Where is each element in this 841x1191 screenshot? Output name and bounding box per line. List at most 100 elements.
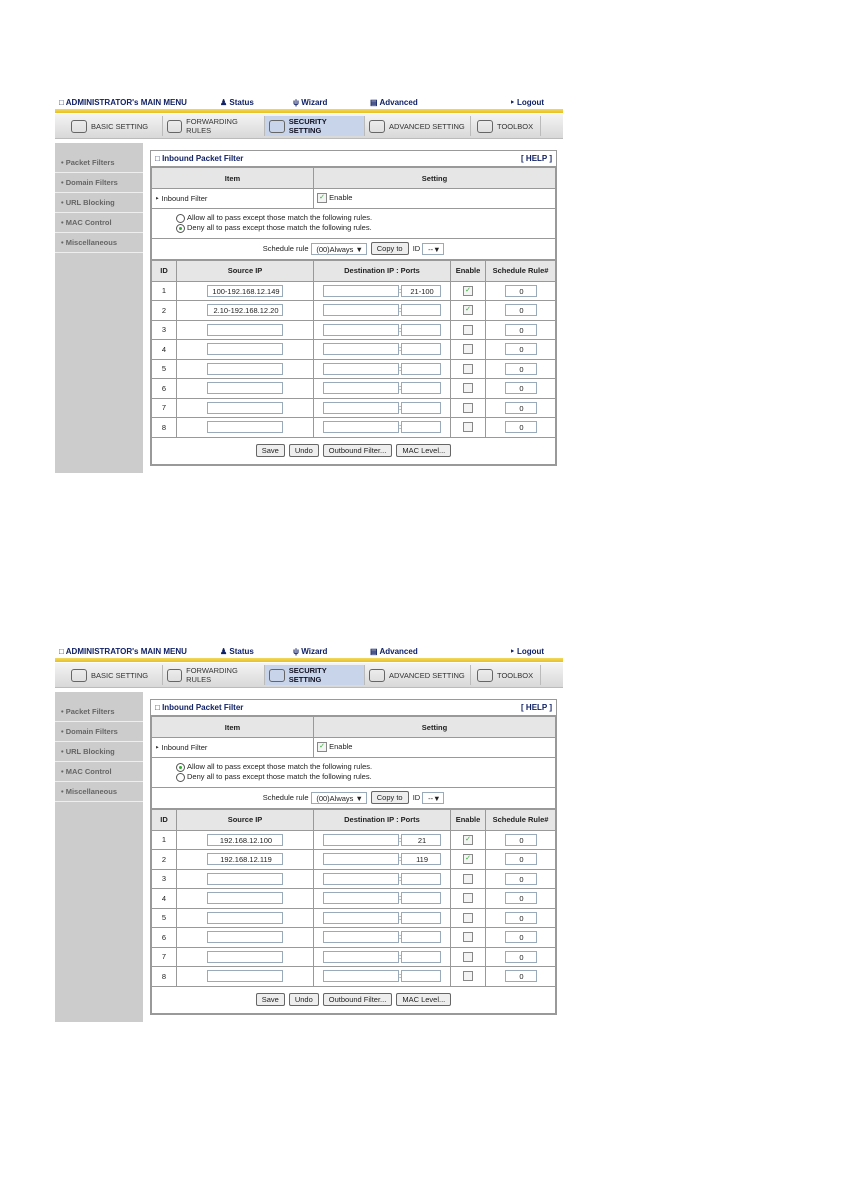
logout-link[interactable]: ‣ Logout <box>510 646 545 656</box>
schedule-rule-input[interactable]: 0 <box>504 892 537 905</box>
advanced-link[interactable]: ▤ Advanced <box>370 646 418 656</box>
tab-basic-setting[interactable]: BASIC SETTING <box>67 665 163 685</box>
destination-ip-input[interactable] <box>322 362 399 375</box>
tab-toolbox[interactable]: TOOLBOX <box>473 665 541 685</box>
source-ip-input[interactable] <box>207 421 283 434</box>
port-input[interactable] <box>401 970 442 983</box>
source-ip-input[interactable]: 192.168.12.119 <box>207 853 283 866</box>
copy-to-button[interactable]: Copy to <box>370 241 409 255</box>
port-input[interactable] <box>401 362 442 375</box>
destination-ip-input[interactable] <box>322 382 399 395</box>
enable-checkbox[interactable]: ✓ <box>463 305 473 316</box>
destination-ip-input[interactable] <box>322 284 399 297</box>
source-ip-input[interactable] <box>207 911 283 924</box>
enable-checkbox[interactable] <box>463 893 473 904</box>
destination-ip-input[interactable] <box>322 421 399 434</box>
port-input[interactable]: 21 <box>401 833 442 846</box>
deny-radio[interactable] <box>176 223 185 233</box>
tab-toolbox[interactable]: TOOLBOX <box>473 116 541 136</box>
schedule-rule-input[interactable]: 0 <box>504 343 537 356</box>
destination-ip-input[interactable] <box>322 931 399 944</box>
destination-ip-input[interactable] <box>322 323 399 336</box>
enable-checkbox[interactable] <box>463 324 473 335</box>
port-input[interactable] <box>401 911 442 924</box>
tab-forwarding-rules[interactable]: FORWARDING RULES <box>163 116 265 136</box>
source-ip-input[interactable] <box>207 362 283 375</box>
wizard-link[interactable]: ψ Wizard <box>293 646 328 656</box>
advanced-link[interactable]: ▤ Advanced <box>370 97 418 107</box>
sidebar-item[interactable]: • Packet Filters <box>55 702 143 722</box>
sidebar-item[interactable]: • Miscellaneous <box>55 782 143 802</box>
source-ip-input[interactable] <box>207 323 283 336</box>
tab-advanced-setting[interactable]: ADVANCED SETTING <box>365 116 471 136</box>
sidebar-item[interactable]: • Miscellaneous <box>55 233 143 253</box>
source-ip-input[interactable] <box>207 343 283 356</box>
destination-ip-input[interactable] <box>322 401 399 414</box>
allow-radio[interactable] <box>176 214 185 223</box>
sidebar-item[interactable]: • URL Blocking <box>55 193 143 213</box>
mac-level-button[interactable]: MAC Level... <box>396 993 452 1006</box>
schedule-rule-input[interactable]: 0 <box>504 304 537 317</box>
source-ip-input[interactable] <box>207 401 283 414</box>
schedule-rule-input[interactable]: 0 <box>504 950 537 963</box>
source-ip-input[interactable]: 100-192.168.12.149 <box>207 284 283 297</box>
enable-checkbox[interactable]: ✓ <box>463 834 473 845</box>
destination-ip-input[interactable] <box>322 892 399 905</box>
deny-radio-option[interactable]: Deny all to pass except those match the … <box>176 223 552 233</box>
destination-ip-input[interactable] <box>322 853 399 866</box>
id-select[interactable]: --▼ <box>422 243 445 255</box>
schedule-select[interactable]: (00)Always ▼ <box>310 792 367 804</box>
source-ip-input[interactable] <box>207 382 283 395</box>
port-input[interactable] <box>401 323 442 336</box>
destination-ip-input[interactable] <box>322 304 399 317</box>
wizard-link[interactable]: ψ Wizard <box>293 97 328 107</box>
mac-level-button[interactable]: MAC Level... <box>396 444 452 457</box>
tab-security-setting[interactable]: SECURITY SETTING <box>265 665 365 685</box>
schedule-rule-input[interactable]: 0 <box>504 970 537 983</box>
sidebar-item[interactable]: • Domain Filters <box>55 722 143 742</box>
source-ip-input[interactable] <box>207 872 283 885</box>
deny-radio[interactable] <box>176 772 185 782</box>
logout-link[interactable]: ‣ Logout <box>510 97 545 107</box>
enable-checkbox[interactable] <box>463 873 473 884</box>
port-input[interactable]: 21-100 <box>401 284 442 297</box>
schedule-rule-input[interactable]: 0 <box>504 872 537 885</box>
port-input[interactable] <box>401 892 442 905</box>
schedule-rule-input[interactable]: 0 <box>504 362 537 375</box>
sidebar-item[interactable]: • Packet Filters <box>55 153 143 173</box>
id-select[interactable]: --▼ <box>422 792 445 804</box>
source-ip-input[interactable] <box>207 950 283 963</box>
status-link[interactable]: ♟ Status <box>220 97 254 107</box>
schedule-rule-input[interactable]: 0 <box>504 911 537 924</box>
enable-checkbox[interactable]: ✓ <box>463 285 473 296</box>
port-input[interactable] <box>401 382 442 395</box>
save-button[interactable]: Save <box>255 993 285 1006</box>
tab-basic-setting[interactable]: BASIC SETTING <box>67 116 163 136</box>
destination-ip-input[interactable] <box>322 872 399 885</box>
help-link[interactable]: [ HELP ] <box>521 154 552 163</box>
allow-radio-option[interactable]: Allow all to pass except those match the… <box>176 762 552 772</box>
status-link[interactable]: ♟ Status <box>220 646 254 656</box>
enable-checkbox[interactable]: ✓ <box>463 854 473 865</box>
port-input[interactable] <box>401 421 442 434</box>
port-input[interactable] <box>401 304 442 317</box>
tab-security-setting[interactable]: SECURITY SETTING <box>265 116 365 136</box>
source-ip-input[interactable] <box>207 892 283 905</box>
schedule-rule-input[interactable]: 0 <box>504 833 537 846</box>
enable-checkbox[interactable] <box>463 951 473 962</box>
enable-checkbox[interactable]: ✓ <box>317 193 327 204</box>
schedule-rule-input[interactable]: 0 <box>504 284 537 297</box>
schedule-select[interactable]: (00)Always ▼ <box>310 243 367 255</box>
source-ip-input[interactable] <box>207 970 283 983</box>
sidebar-item[interactable]: • Domain Filters <box>55 173 143 193</box>
deny-radio-option[interactable]: Deny all to pass except those match the … <box>176 772 552 782</box>
schedule-rule-input[interactable]: 0 <box>504 931 537 944</box>
port-input[interactable] <box>401 872 442 885</box>
sidebar-item[interactable]: • MAC Control <box>55 213 143 233</box>
undo-button[interactable]: Undo <box>288 444 319 457</box>
destination-ip-input[interactable] <box>322 970 399 983</box>
outbound-filter-button[interactable]: Outbound Filter... <box>322 993 393 1006</box>
enable-checkbox[interactable] <box>463 383 473 394</box>
enable-checkbox[interactable] <box>463 932 473 943</box>
sidebar-item[interactable]: • MAC Control <box>55 762 143 782</box>
